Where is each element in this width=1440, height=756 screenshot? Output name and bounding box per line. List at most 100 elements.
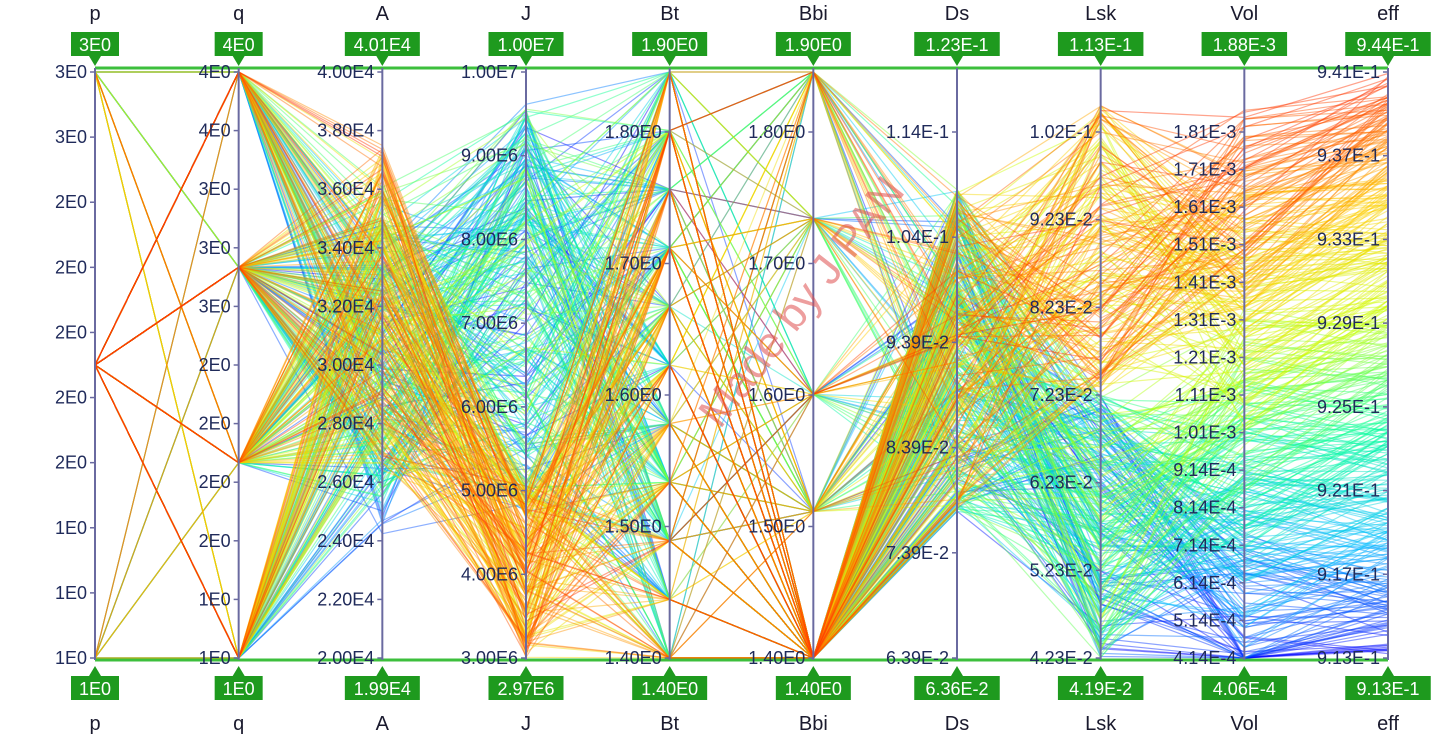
- data-polyline: [94, 147, 1389, 659]
- bottom-handle-icon[interactable]: [807, 666, 820, 676]
- top-value-badge[interactable]: [1057, 32, 1144, 56]
- axis-name-top: Bbi: [799, 3, 828, 25]
- top-value-badge[interactable]: [214, 32, 263, 56]
- data-polyline: [94, 201, 1389, 660]
- bottom-handle-icon[interactable]: [1238, 666, 1251, 676]
- bottom-value-badge[interactable]: [1345, 676, 1431, 700]
- data-polyline: [94, 71, 1389, 661]
- top-handle-icon[interactable]: [951, 56, 963, 66]
- data-polyline: [94, 96, 1389, 660]
- data-polyline: [94, 140, 1389, 660]
- top-value-badge[interactable]: [775, 32, 851, 56]
- data-polyline: [94, 176, 1389, 585]
- top-handle-icon[interactable]: [89, 56, 101, 66]
- top-value-badge[interactable]: [71, 32, 119, 56]
- bottom-value-badge[interactable]: [632, 676, 708, 700]
- data-polyline: [94, 224, 1389, 660]
- data-polyline: [95, 70, 1389, 528]
- top-value-badge[interactable]: [1345, 32, 1431, 56]
- bottom-value-badge[interactable]: [71, 676, 119, 700]
- bottom-handle-icon[interactable]: [520, 666, 532, 676]
- top-handle-icon[interactable]: [1238, 56, 1251, 66]
- data-polyline: [94, 246, 1389, 660]
- top-value-badge[interactable]: [1201, 32, 1288, 56]
- data-polyline: [94, 159, 1389, 609]
- data-polyline: [94, 128, 1389, 661]
- bottom-handle-icon[interactable]: [663, 666, 676, 676]
- bottom-value-badge[interactable]: [1057, 676, 1144, 700]
- data-polyline: [94, 71, 1389, 660]
- data-polyline: [94, 70, 1389, 660]
- bottom-value-badge[interactable]: [775, 676, 851, 700]
- top-value-badge[interactable]: [488, 32, 564, 56]
- data-polyline: [94, 112, 1389, 660]
- data-polyline: [94, 70, 1389, 660]
- data-polyline: [94, 359, 1389, 660]
- data-polyline: [94, 71, 1389, 623]
- top-value-badge[interactable]: [344, 32, 420, 56]
- data-polyline: [94, 217, 1389, 660]
- top-handle-icon[interactable]: [1382, 56, 1394, 66]
- data-polyline: [94, 109, 1389, 659]
- bottom-value-badge[interactable]: [344, 676, 420, 700]
- data-polyline: [94, 70, 1389, 570]
- data-polyline: [94, 101, 1389, 660]
- data-polyline: [94, 187, 1389, 660]
- data-polyline: [94, 126, 1389, 659]
- data-polyline: [94, 172, 1389, 660]
- top-value-badge[interactable]: [914, 32, 1000, 56]
- bottom-handle-icon[interactable]: [1382, 666, 1394, 676]
- bottom-handle-icon[interactable]: [1094, 666, 1107, 676]
- data-polyline: [94, 249, 1389, 660]
- tick-label: 1.31E-3: [1173, 310, 1236, 330]
- data-polyline: [94, 71, 1389, 584]
- tick-label: 4.14E-4: [1173, 648, 1236, 668]
- bottom-handle-icon[interactable]: [951, 666, 963, 676]
- bottom-handle-icon[interactable]: [232, 666, 245, 676]
- data-polyline: [94, 140, 1389, 660]
- top-badge-label: 1.90E0: [785, 35, 842, 55]
- data-polyline: [94, 188, 1389, 659]
- top-value-badge[interactable]: [632, 32, 708, 56]
- data-polyline: [94, 71, 1389, 588]
- data-polyline: [94, 70, 1389, 660]
- axis-Bt: 1.80E0 1.70E0 1.60E0 1.50E0 1.40E0 Bt Bt 1.90E0…: [605, 3, 708, 735]
- data-polyline: [94, 305, 1389, 660]
- bottom-handle-icon[interactable]: [376, 666, 389, 676]
- data-polyline: [94, 170, 1389, 660]
- bottom-handle-icon[interactable]: [89, 666, 101, 676]
- data-polyline: [94, 129, 1388, 660]
- bottom-value-badge[interactable]: [488, 676, 564, 700]
- bottom-value-badge[interactable]: [1201, 676, 1288, 700]
- top-handle-icon[interactable]: [520, 56, 532, 66]
- top-badge-label: 4.01E4: [354, 35, 411, 55]
- data-polyline: [94, 266, 1389, 660]
- top-handle-icon[interactable]: [807, 56, 820, 66]
- data-polyline: [94, 70, 1389, 660]
- top-handle-icon[interactable]: [663, 56, 676, 66]
- data-polyline: [94, 70, 1389, 660]
- data-polyline: [94, 309, 1389, 660]
- top-handle-icon[interactable]: [232, 56, 245, 66]
- data-polyline: [94, 206, 1389, 660]
- top-badge-label: 1.90E0: [641, 35, 698, 55]
- top-handle-icon[interactable]: [1094, 56, 1107, 66]
- data-polyline: [94, 128, 1389, 660]
- bottom-badge-label: 1.99E4: [354, 679, 411, 699]
- bottom-value-badge[interactable]: [214, 676, 263, 700]
- data-polyline: [94, 70, 1389, 648]
- bottom-value-badge[interactable]: [914, 676, 1000, 700]
- top-handle-icon[interactable]: [376, 56, 389, 66]
- data-polyline: [94, 70, 1389, 660]
- axis-name-top: A: [376, 3, 390, 25]
- data-polyline: [94, 69, 1389, 661]
- data-polyline: [95, 71, 1389, 659]
- tick-label: 9.41E-1: [1317, 62, 1380, 82]
- data-polyline: [94, 246, 1389, 660]
- data-polyline: [94, 70, 1389, 617]
- data-polyline: [94, 225, 1389, 659]
- data-polyline: [94, 71, 1389, 587]
- data-polyline: [94, 171, 1389, 660]
- data-polyline: [94, 192, 1389, 660]
- data-polyline: [94, 255, 1389, 660]
